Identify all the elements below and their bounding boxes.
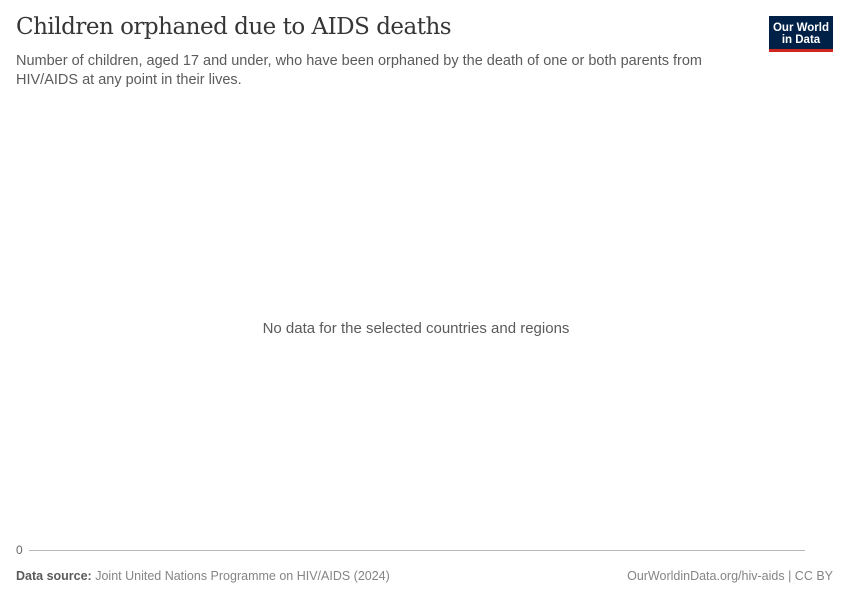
y-tick-label: 0 <box>16 543 23 557</box>
data-source-text[interactable]: Joint United Nations Programme on HIV/AI… <box>95 569 390 583</box>
logo-line-2: in Data <box>781 33 821 46</box>
no-data-message: No data for the selected countries and r… <box>262 320 570 337</box>
chart-title: Children orphaned due to AIDS deaths <box>16 14 452 40</box>
owid-logo[interactable]: Our World in Data <box>769 16 833 52</box>
license-link[interactable]: CC BY <box>794 569 833 583</box>
footer-separator: | <box>788 569 792 583</box>
data-source-label: Data source: <box>16 569 92 583</box>
footer-attribution: OurWorldinData.org/hiv-aids | CC BY <box>627 569 833 583</box>
owid-url-link[interactable]: OurWorldinData.org/hiv-aids <box>627 569 785 583</box>
logo-line-1: Our World <box>772 21 829 34</box>
chart-subtitle: Number of children, aged 17 and under, w… <box>16 53 703 88</box>
x-axis-line <box>29 550 805 551</box>
data-source: Data source: Joint United Nations Progra… <box>16 569 390 583</box>
